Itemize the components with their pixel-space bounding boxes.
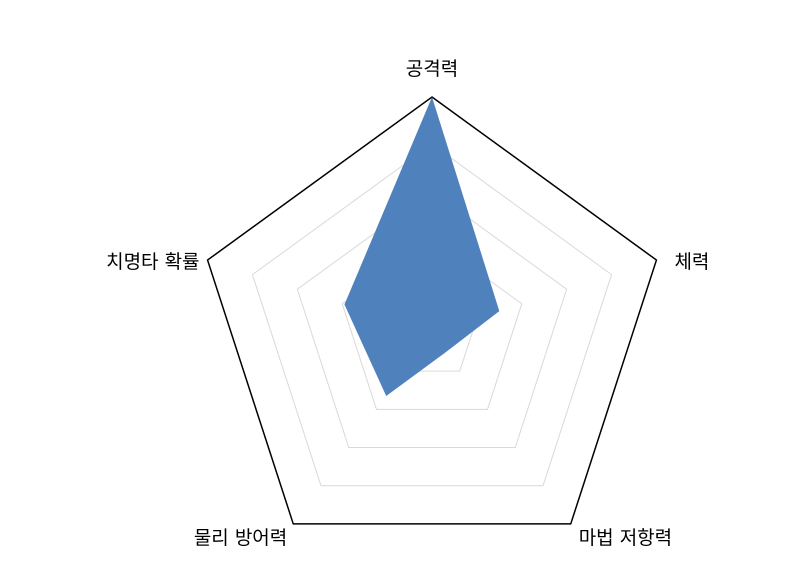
radar-series (344, 97, 500, 397)
axis-label: 마법 저항력 (579, 527, 672, 549)
grid-ring (296, 190, 568, 449)
axis-label: 물리 방어력 (194, 527, 287, 549)
axis-label: 치명타 확률 (106, 251, 199, 273)
grid-ring (251, 143, 613, 487)
outer-ring (206, 96, 658, 525)
axis-label: 공격력 (406, 58, 458, 80)
series-area (344, 97, 500, 397)
radar-grid (206, 96, 658, 525)
axis-label: 체력 (674, 251, 709, 273)
